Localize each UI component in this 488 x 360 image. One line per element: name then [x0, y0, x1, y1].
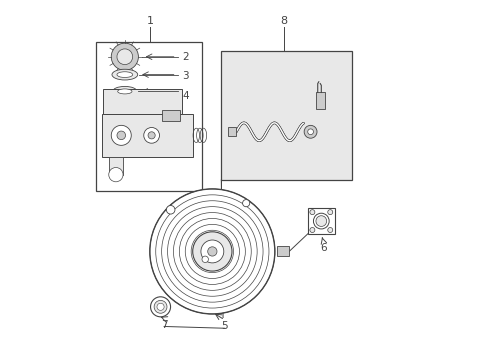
Bar: [276, 247, 288, 256]
Circle shape: [117, 131, 125, 140]
Polygon shape: [162, 111, 180, 121]
Text: 7: 7: [161, 320, 167, 330]
Bar: [315, 93, 324, 109]
Bar: [221, 51, 351, 180]
Circle shape: [117, 49, 132, 64]
Circle shape: [202, 256, 208, 262]
Circle shape: [111, 125, 131, 145]
Circle shape: [111, 43, 138, 70]
Circle shape: [309, 210, 314, 215]
Circle shape: [192, 232, 231, 271]
Circle shape: [148, 132, 155, 139]
Text: 1: 1: [146, 16, 153, 26]
Circle shape: [242, 199, 249, 207]
Circle shape: [327, 210, 332, 215]
Circle shape: [207, 247, 217, 256]
Bar: [307, 208, 334, 234]
Text: 5: 5: [221, 321, 228, 332]
Ellipse shape: [117, 72, 132, 77]
Ellipse shape: [118, 89, 132, 94]
Circle shape: [149, 189, 274, 314]
Circle shape: [143, 127, 159, 143]
Circle shape: [108, 167, 123, 182]
Circle shape: [327, 228, 332, 233]
Circle shape: [157, 303, 164, 310]
Text: 3: 3: [182, 71, 188, 81]
Circle shape: [313, 213, 328, 229]
Bar: [102, 114, 192, 157]
Text: 8: 8: [280, 16, 287, 26]
Text: 4: 4: [182, 91, 188, 101]
Circle shape: [201, 240, 224, 263]
Bar: [108, 157, 123, 175]
Circle shape: [154, 300, 166, 313]
Circle shape: [166, 206, 175, 214]
Ellipse shape: [112, 69, 138, 80]
Circle shape: [304, 125, 316, 138]
Bar: [96, 42, 201, 191]
Bar: [103, 89, 182, 114]
Ellipse shape: [112, 86, 137, 96]
Circle shape: [307, 129, 313, 135]
Bar: [228, 127, 236, 136]
Text: 6: 6: [319, 243, 325, 253]
Text: 2: 2: [182, 52, 188, 62]
Circle shape: [150, 297, 170, 317]
Circle shape: [315, 216, 326, 226]
Circle shape: [309, 228, 314, 233]
